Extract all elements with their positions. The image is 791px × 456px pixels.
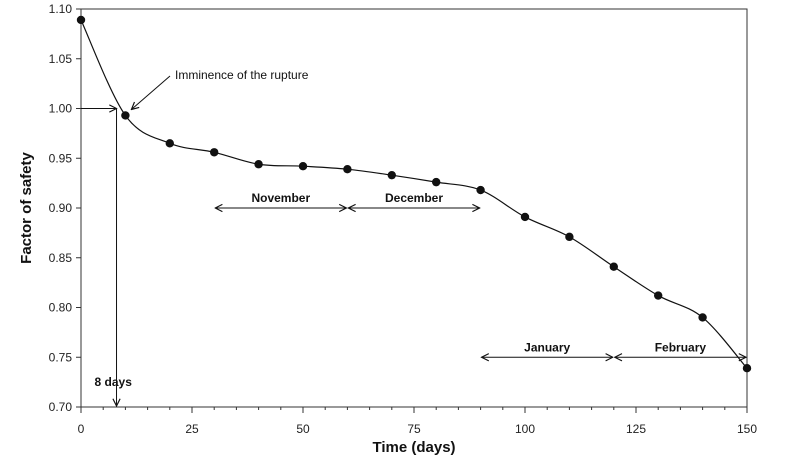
data-point [165,139,174,148]
data-point [654,291,663,300]
annotations: 8 days Imminence of the rupture November De… [81,68,746,406]
data-point [476,185,485,195]
y-axis: 0.70 0.75 0.80 0.85 0.90 0.95 1.00 1.05 1.10 [49,2,81,414]
y-tick-label: 1.10 [49,2,73,16]
data-point [387,170,396,180]
rupture-pointer [131,75,171,109]
data-point [520,212,530,222]
data-point [210,148,219,157]
y-tick-label: 0.95 [49,151,73,165]
data-point [254,160,263,169]
data-point [565,232,574,242]
x-tick-label: 125 [626,422,646,436]
data-point [298,162,308,171]
y-tick-label: 0.85 [49,251,73,265]
marker-label: 8 days [95,375,133,389]
period-label: November [251,191,310,205]
x-axis-title: Time (days) [372,439,455,456]
safety-factor-curve [80,19,748,369]
data-point [742,363,752,373]
x-tick-label: 50 [296,422,310,436]
x-tick-label: 100 [515,422,535,436]
y-tick-label: 1.00 [49,102,73,116]
data-point [432,177,441,187]
x-tick-label: 0 [78,422,85,436]
x-axis: 0 25 50 75 100 125 150 [78,407,757,436]
period-label: December [385,191,443,205]
data-point [343,164,352,174]
data-point [698,313,707,322]
data-point [609,262,618,271]
rupture-label: Imminence of the rupture [175,68,309,82]
data-point [76,15,86,25]
x-tick-label: 150 [737,422,757,436]
y-tick-label: 0.90 [49,201,73,215]
x-tick-label: 75 [407,422,421,436]
x-tick-label: 25 [185,422,199,436]
y-axis-title: Factor of safety [18,151,35,263]
data-points [76,15,752,373]
data-point [121,111,130,120]
y-tick-label: 0.80 [49,301,73,315]
y-tick-label: 0.70 [49,400,73,414]
period-label: January [524,340,570,354]
y-tick-label: 0.75 [49,350,73,364]
period-label: February [655,340,707,354]
y-tick-label: 1.05 [49,52,73,66]
